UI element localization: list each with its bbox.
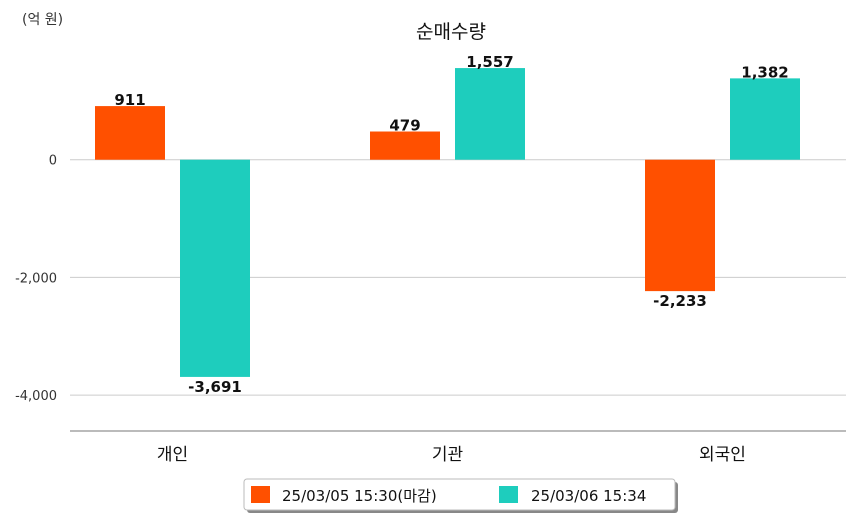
y-tick-label: -2,000 — [15, 271, 57, 286]
legend-box — [243, 478, 676, 511]
x-tick-label: 기관 — [432, 445, 463, 465]
y-tick-label: 0 — [49, 154, 57, 169]
y-tick-label: -4,000 — [15, 389, 57, 404]
bar-기관-1 — [455, 68, 525, 160]
bar-외국인-0 — [645, 159, 715, 292]
bar-기관-0 — [370, 131, 440, 160]
unit-label: (억 원) — [22, 12, 63, 28]
chart-title: 순매수량 — [416, 21, 486, 43]
legend: 25/03/05 15:30(마감) 25/03/06 15:34 — [243, 478, 678, 513]
x-tick-label: 외국인 — [699, 445, 746, 465]
legend-label-0[interactable]: 25/03/05 15:30(마감) — [282, 487, 437, 505]
data-label: 911 — [114, 91, 145, 109]
bar-개인-1 — [180, 159, 250, 377]
data-label: -2,233 — [653, 292, 707, 310]
legend-swatch-0[interactable] — [251, 486, 270, 503]
legend-swatch-1[interactable] — [499, 486, 518, 503]
data-label: -3,691 — [188, 378, 242, 396]
data-label: 1,382 — [741, 63, 788, 81]
bar-개인-0 — [95, 106, 165, 160]
data-label: 479 — [389, 117, 420, 135]
x-tick-label: 개인 — [157, 445, 188, 465]
bar-외국인-1 — [730, 78, 800, 160]
legend-label-1[interactable]: 25/03/06 15:34 — [531, 487, 646, 505]
data-label: 1,557 — [466, 53, 513, 71]
